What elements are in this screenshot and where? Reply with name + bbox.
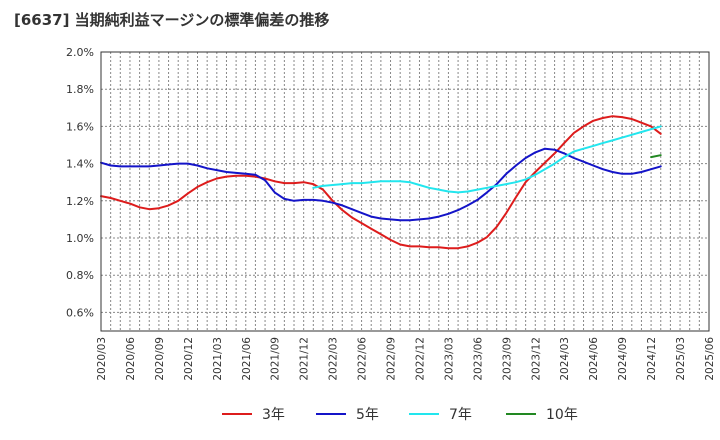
y-tick-label: 1.8% [66,83,94,96]
legend-label: 3年 [262,407,285,423]
x-tick-label: 2024/12 [646,337,658,381]
x-tick-label: 2023/09 [501,337,513,381]
x-tick-label: 2022/03 [328,337,340,381]
legend-label: 10年 [546,407,578,423]
y-tick-label: 2.0% [66,46,94,59]
y-tick-label: 1.0% [66,232,94,245]
y-tick-label: 1.4% [66,158,94,171]
series-line-3 [312,125,662,194]
legend-label: 5年 [356,407,379,423]
legend-item: 7年 [409,402,472,426]
x-tick-label: 2025/03 [675,337,687,381]
x-tick-label: 2025/06 [704,337,716,381]
legend-swatch [222,413,252,415]
plot-frame [100,51,710,332]
x-tick-label: 2023/06 [472,337,484,381]
y-tick-label: 1.2% [66,195,94,208]
x-tick-label: 2023/12 [530,337,542,381]
series-lines [100,115,662,250]
x-tick-label: 2022/09 [386,337,398,381]
legend-swatch [316,413,346,415]
x-tick-label: 2020/09 [154,337,166,381]
series-line-1 [100,115,662,250]
x-tick-label: 2023/03 [443,337,455,381]
legend-item: 10年 [506,402,578,426]
x-tick-label: 2020/06 [125,337,137,381]
x-axis: 2020/03 2020/06 2020/09 2020/12 2021/03 2021/… [96,337,716,381]
legend-label: 7年 [449,407,472,423]
legend-swatch [409,413,439,415]
x-tick-label: 2024/03 [559,337,571,381]
legend-swatch [506,413,536,415]
x-tick-label: 2022/06 [357,337,369,381]
x-tick-label: 2021/12 [299,337,311,381]
chart-title: [6637] 当期純利益マージンの標準偏差の推移 [14,11,330,29]
chart-plot: 0.6% 0.8% 1.0% 1.2% 1.4% 1.6% 1.8% 2.0% 2020/03… [66,46,716,381]
x-tick-label: 2024/06 [588,337,600,381]
x-tick-label: 2021/09 [270,337,282,381]
y-axis: 0.6% 0.8% 1.0% 1.2% 1.4% 1.6% 1.8% 2.0% [66,46,94,319]
legend: 3年 5年 7年 10年 [0,402,720,426]
series-line-4 [650,154,662,159]
legend-item: 5年 [316,402,379,426]
grid [100,51,710,331]
y-tick-label: 1.6% [66,120,94,133]
x-tick-label: 2024/09 [617,337,629,381]
y-tick-label: 0.8% [66,269,94,282]
y-tick-label: 0.6% [66,306,94,319]
x-tick-label: 2021/03 [212,337,224,381]
x-tick-label: 2020/03 [96,337,108,381]
x-tick-label: 2021/06 [241,337,253,381]
legend-item: 3年 [222,402,285,426]
x-tick-label: 2020/12 [183,337,195,381]
x-tick-label: 2022/12 [414,337,426,381]
